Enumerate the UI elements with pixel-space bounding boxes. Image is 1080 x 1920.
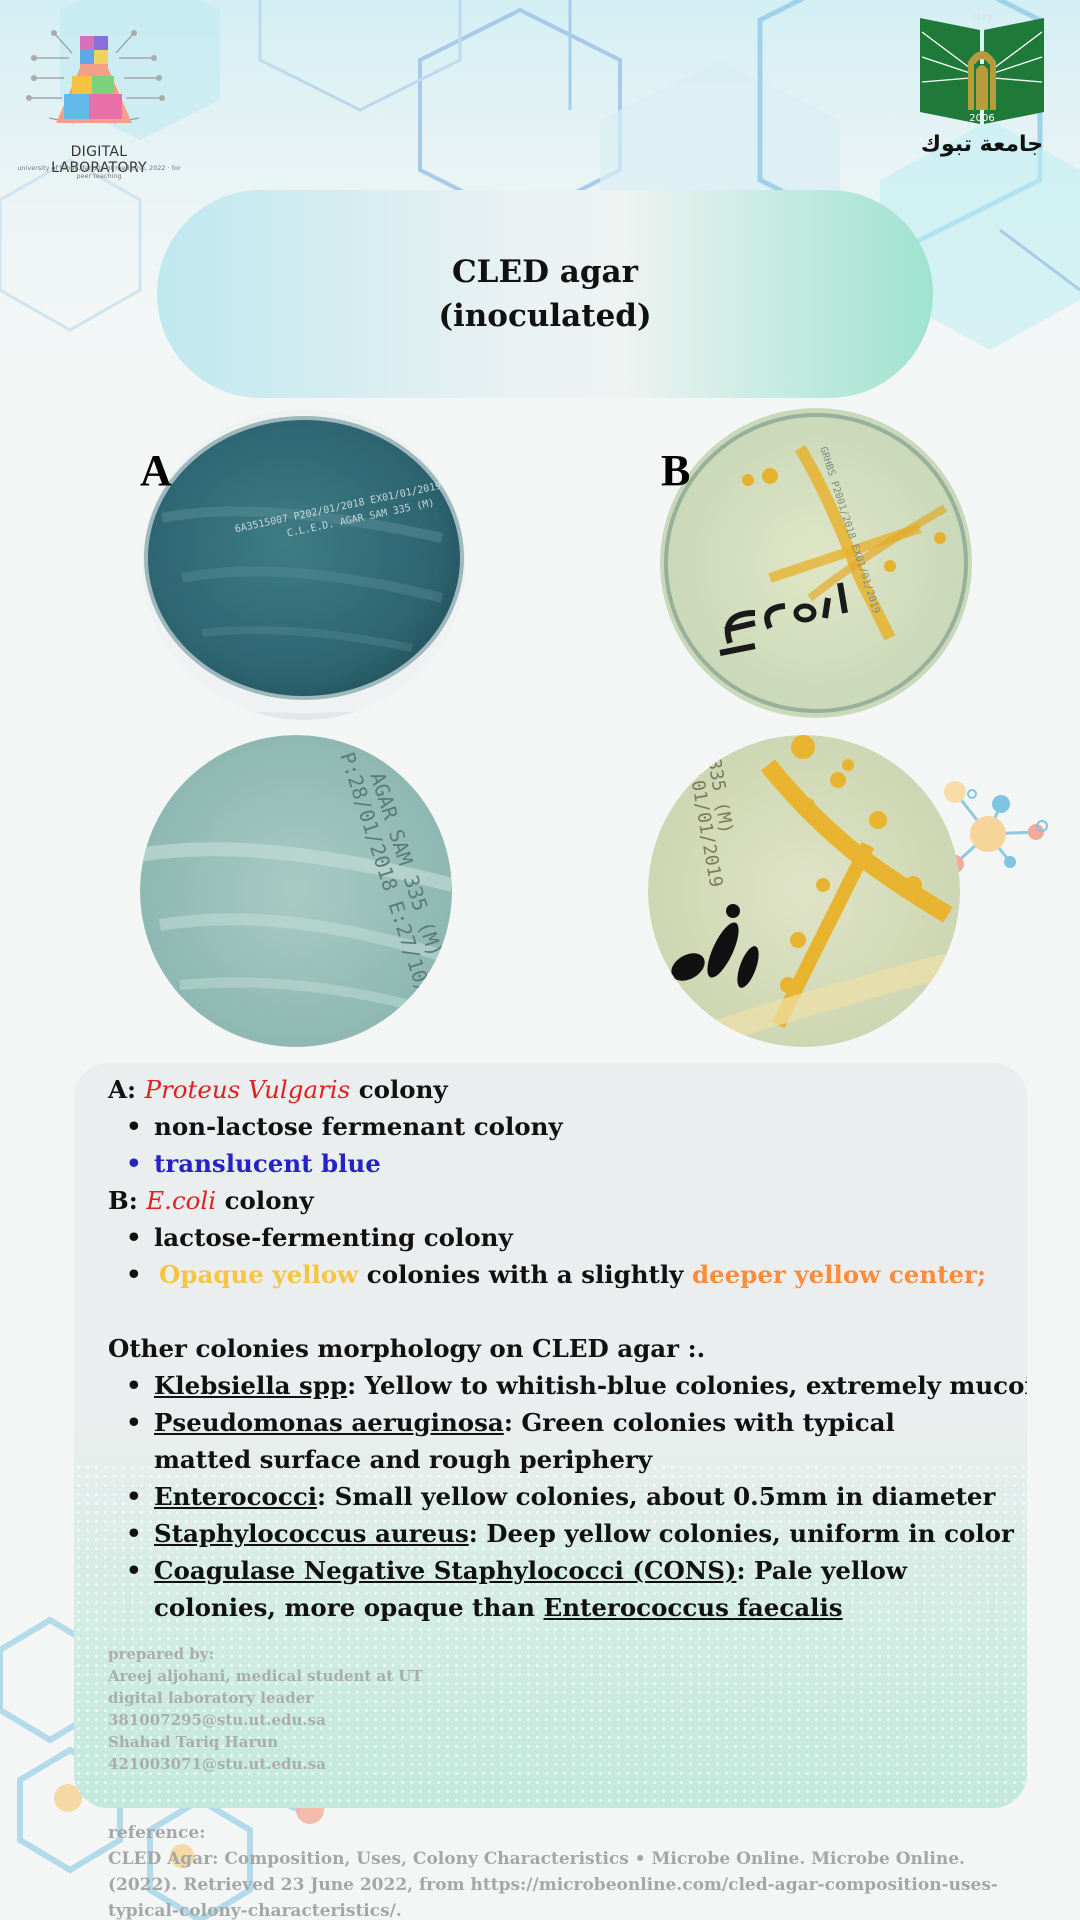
plate-a-prefix: A: (108, 1075, 145, 1104)
other-colony-item: Pseudomonas aeruginosa: Green colonies w… (108, 1404, 928, 1478)
prepared-heading: prepared by: (108, 1645, 215, 1663)
other-colony-extra: Enterococcus faecalis (543, 1593, 843, 1622)
prepared-email: 421003071@stu.ut.edu.sa (108, 1755, 326, 1773)
plate-b-prefix: B: (108, 1186, 147, 1215)
other-colony-item: Klebsiella spp: Yellow to whitish-blue c… (108, 1367, 1027, 1404)
other-colony-name: Klebsiella spp (154, 1371, 348, 1400)
other-colony-desc: : Deep yellow colonies, uniform in color (468, 1519, 1014, 1548)
opaque-yellow-text: Opaque yellow (159, 1260, 359, 1289)
plate-b-organism: E.coli (146, 1186, 217, 1215)
title-banner: CLED agar (inoculated) (157, 190, 933, 398)
reference-heading: reference: (108, 1823, 206, 1843)
other-colony-name: Coagulase Negative Staphylococci (CONS) (154, 1556, 737, 1585)
reference: reference: CLED Agar: Composition, Uses,… (108, 1820, 1008, 1920)
other-colony-desc: : Green colonies with typical matted sur… (154, 1408, 895, 1474)
title-line-1: CLED agar (452, 254, 638, 290)
title-line-2: (inoculated) (438, 298, 652, 334)
lab-logo-subtext: university of tabuk, faculty of medicine… (17, 164, 181, 180)
prepared-by: prepared by: Areej aljohani, medical stu… (108, 1643, 423, 1775)
plate-a-organism: Proteus Vulgaris (144, 1075, 351, 1104)
other-colony-item: Enterococci: Small yellow colonies, abou… (108, 1478, 1008, 1515)
other-colony-name: Enterococci (154, 1482, 318, 1511)
university-emblem-icon (920, 18, 1044, 124)
university-name: جامعة تبوك (920, 132, 1044, 157)
university-hijri-year: ١٤٢٧ (971, 12, 993, 23)
prepared-line: Shahad Tariq Harun (108, 1733, 279, 1751)
digital-laboratory-logo: DIGITAL LABORATORY university of tabuk, … (14, 18, 181, 180)
prepared-line: Areej aljohani, medical student at UT (108, 1667, 423, 1685)
university-logo: ١٤٢٧ 2006 جامعة تبوك (912, 12, 1052, 162)
plate-b-bullet-2-middle: colonies with a slightly (358, 1260, 692, 1289)
plate-a-bullet-1: non-lactose fermenant colony (108, 1108, 1008, 1145)
plate-label-b: B (661, 446, 691, 495)
plate-a-heading: A: Proteus Vulgaris colony (108, 1071, 1008, 1108)
other-colony-desc: : Yellow to whitish-blue colonies, extre… (347, 1371, 1027, 1400)
other-colony-name: Pseudomonas aeruginosa (154, 1408, 504, 1437)
lab-logo-text: DIGITAL LABORATORY (51, 144, 147, 176)
flask-circuit-icon (26, 30, 165, 124)
other-colonies-heading: Other colonies morphology on CLED agar :… (108, 1334, 706, 1363)
info-card: A: Proteus Vulgaris colony non-lactose f… (74, 1063, 1027, 1808)
plate-b-heading: B: E.coli colony (108, 1182, 1008, 1219)
other-colony-name: Staphylococcus aureus (154, 1519, 469, 1548)
plate-b-bullet-1: lactose-fermenting colony (108, 1219, 1008, 1256)
plate-b-bullet-2: Opaque yellow colonies with a slightly d… (108, 1256, 1008, 1293)
deeper-yellow-text: deeper yellow center; (691, 1260, 986, 1289)
plate-label-a: A (140, 446, 172, 495)
university-year: 2006 (969, 113, 995, 124)
other-colony-desc: : Pale yellow colonies, more opaque than (154, 1556, 907, 1622)
plate-b-top-photo: GRHBS P2001/2018 EX01/01/2019 (660, 408, 972, 718)
prepared-email: 381007295@stu.ut.edu.sa (108, 1711, 326, 1729)
plate-a-top-photo: 6A3515007 P202/01/2018 EX01/01/2019 C.L.… (142, 409, 467, 720)
plate-b-closeup-photo: 335 (M) E:01/01/2019 (648, 735, 960, 1047)
other-colony-desc: : Small yellow colonies, about 0.5mm in … (317, 1482, 996, 1511)
other-colony-item: Staphylococcus aureus: Deep yellow colon… (108, 1515, 1014, 1552)
reference-text: CLED Agar: Composition, Uses, Colony Cha… (108, 1849, 998, 1920)
page-title: CLED agar (inoculated) (438, 250, 651, 338)
plate-a-suffix: colony (350, 1075, 448, 1104)
card-content: A: Proteus Vulgaris colony non-lactose f… (108, 1071, 1027, 1626)
prepared-line: digital laboratory leader (108, 1689, 314, 1707)
other-colony-item: Coagulase Negative Staphylococci (CONS):… (108, 1552, 948, 1626)
plate-b-suffix: colony (216, 1186, 314, 1215)
plate-a-closeup-photo: AGAR SAM 335 (M) P:28/01/2018 E:27/10/20… (140, 735, 452, 1047)
plate-a-bullet-2: translucent blue (108, 1145, 1008, 1182)
